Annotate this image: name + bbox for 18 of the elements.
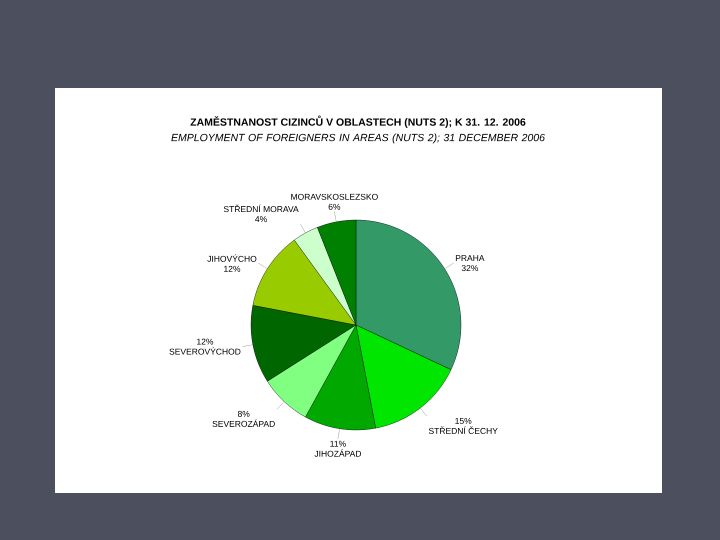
chart-title: ZAMĚSTNANOST CIZINCŮ V OBLASTECH (NUTS 2); K 31. 12. 2006 [190, 116, 526, 128]
slice-label: JIHOZÁPAD [314, 449, 362, 457]
data-label: 12% [197, 338, 214, 345]
slice-label: STŘEDNÍ ČECHY [428, 426, 498, 434]
slice-label: SEVEROZÁPAD [212, 419, 275, 427]
chart-subtitle: EMPLOYMENT OF FOREIGNERS IN AREAS (NUTS 2); 31 DECEMBER 2006 [171, 134, 545, 144]
data-label: 32% [462, 265, 478, 272]
slice-label: SEVEROVÝCHOD [169, 347, 240, 355]
slice-label: JIHOVÝCHO [207, 254, 256, 262]
slice-label: MORAVSKOSLEZSKO [291, 194, 378, 200]
data-label: 11% [330, 440, 346, 447]
data-label: 15% [455, 418, 472, 424]
slice-label: STŘEDNÍ MORAVA [224, 204, 299, 212]
slice-label: PRAHA [456, 255, 484, 261]
data-label: 6% [328, 204, 340, 210]
data-label: 12% [224, 266, 240, 272]
data-label: 4% [255, 216, 267, 222]
data-label: 8% [238, 410, 250, 417]
